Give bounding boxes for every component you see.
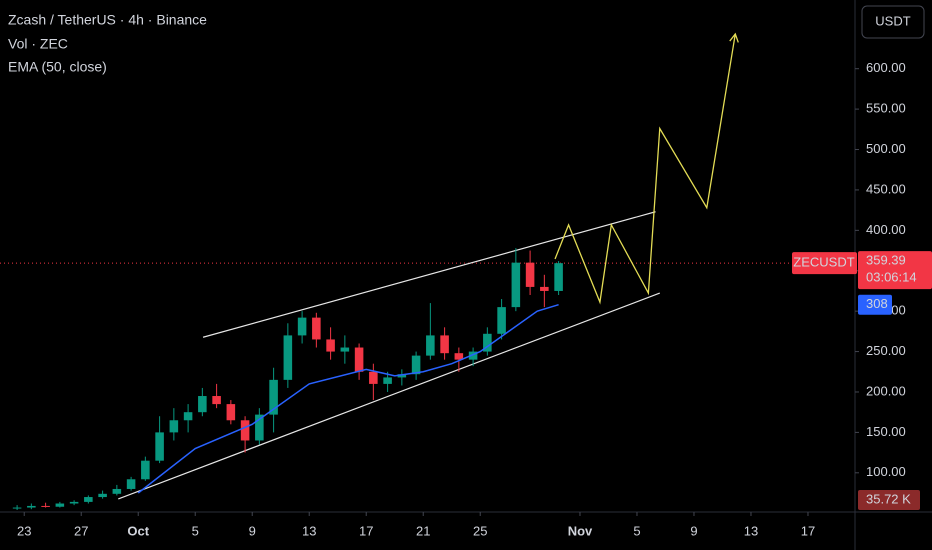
volume-tag bbox=[858, 490, 920, 510]
candle-body bbox=[212, 396, 221, 405]
legend: Zcash / TetherUS · 4h · Binance Vol · ZE… bbox=[8, 12, 207, 75]
ema-tag bbox=[858, 294, 892, 315]
candle-body bbox=[55, 503, 65, 507]
channel-lower bbox=[118, 292, 660, 500]
y-tick-label: 200.00 bbox=[866, 383, 906, 398]
indicator-label: Vol · ZEC bbox=[8, 36, 68, 52]
candle-body bbox=[340, 347, 350, 352]
symbol-tag bbox=[792, 252, 857, 275]
candle-body bbox=[454, 353, 464, 360]
y-tick-label: 100.00 bbox=[866, 464, 906, 479]
indicator-label: EMA (50, close) bbox=[8, 59, 107, 75]
candle-body bbox=[383, 377, 392, 384]
candle-body bbox=[183, 412, 193, 421]
ema-line bbox=[137, 303, 559, 494]
x-tick-label: 25 bbox=[473, 523, 487, 538]
candle-body bbox=[483, 333, 492, 352]
candle-body bbox=[369, 371, 378, 384]
x-tick-label: 23 bbox=[17, 523, 31, 538]
candle-body bbox=[69, 501, 79, 504]
chart-title: Zcash / TetherUS · 4h · Binance bbox=[8, 12, 207, 28]
x-tick-label: 9 bbox=[249, 523, 256, 538]
candle-body bbox=[155, 432, 164, 461]
candle-body bbox=[198, 396, 207, 413]
candle-body bbox=[440, 335, 449, 354]
candle-body bbox=[98, 493, 107, 498]
plot-area bbox=[0, 32, 855, 510]
y-tick-label: 600.00 bbox=[866, 60, 906, 75]
candle-body bbox=[354, 347, 364, 372]
candle-body bbox=[141, 460, 150, 480]
currency-label[interactable]: USDT bbox=[875, 13, 910, 28]
candle-body bbox=[511, 262, 521, 308]
x-tick-label: 21 bbox=[416, 523, 430, 538]
candle-body bbox=[426, 335, 435, 356]
x-tick-label: 9 bbox=[690, 523, 697, 538]
candle-body bbox=[525, 262, 535, 287]
ema-label: 308 bbox=[866, 296, 888, 311]
x-tick-label: 27 bbox=[74, 523, 88, 538]
x-tick-label: 5 bbox=[633, 523, 640, 538]
projection-arrowhead bbox=[729, 32, 739, 43]
candle-body bbox=[468, 351, 478, 360]
y-tick-label: 400.00 bbox=[866, 222, 906, 237]
candle-body bbox=[497, 307, 506, 334]
candle-body bbox=[126, 479, 136, 489]
y-tick-label: 550.00 bbox=[866, 101, 906, 116]
x-tick-label: 17 bbox=[359, 523, 373, 538]
candle-body bbox=[411, 355, 421, 375]
candle-body bbox=[312, 317, 321, 340]
volume-label: 35.72 K bbox=[866, 491, 911, 506]
candle-body bbox=[27, 505, 36, 508]
x-tick-label: 17 bbox=[801, 523, 815, 538]
candle-body bbox=[12, 507, 22, 509]
y-tick-label: 150.00 bbox=[866, 424, 906, 439]
y-tick-label: 250.00 bbox=[866, 343, 906, 358]
candle-body bbox=[283, 335, 293, 380]
x-tick-label: 13 bbox=[302, 523, 316, 538]
candle-body bbox=[554, 263, 563, 291]
symbol-label: ZECUSDT bbox=[793, 255, 854, 270]
x-tick-label: 5 bbox=[192, 523, 199, 538]
candle-body bbox=[240, 420, 250, 441]
x-tick-label: Oct bbox=[127, 523, 149, 538]
candle-body bbox=[297, 317, 307, 336]
projection-path bbox=[554, 33, 736, 305]
candle-body bbox=[397, 374, 407, 378]
candle-body bbox=[269, 379, 278, 415]
candle-body bbox=[41, 505, 50, 507]
x-tick-label: 13 bbox=[744, 523, 758, 538]
candle-body bbox=[255, 414, 264, 441]
y-tick-label: 500.00 bbox=[866, 141, 906, 156]
candle-body bbox=[112, 488, 122, 494]
x-tick-label: Nov bbox=[568, 523, 593, 538]
price-label: 359.39 bbox=[866, 253, 906, 268]
candle-body bbox=[326, 339, 335, 352]
candle-body bbox=[84, 497, 93, 502]
candle-body bbox=[169, 420, 179, 433]
price-tag bbox=[858, 251, 932, 290]
y-tick-label: 450.00 bbox=[866, 181, 906, 196]
countdown-label: 03:06:14 bbox=[866, 270, 917, 285]
channel-upper bbox=[202, 211, 656, 338]
candle-body bbox=[540, 286, 549, 291]
candle-body bbox=[226, 404, 236, 421]
currency-button[interactable] bbox=[861, 5, 925, 39]
